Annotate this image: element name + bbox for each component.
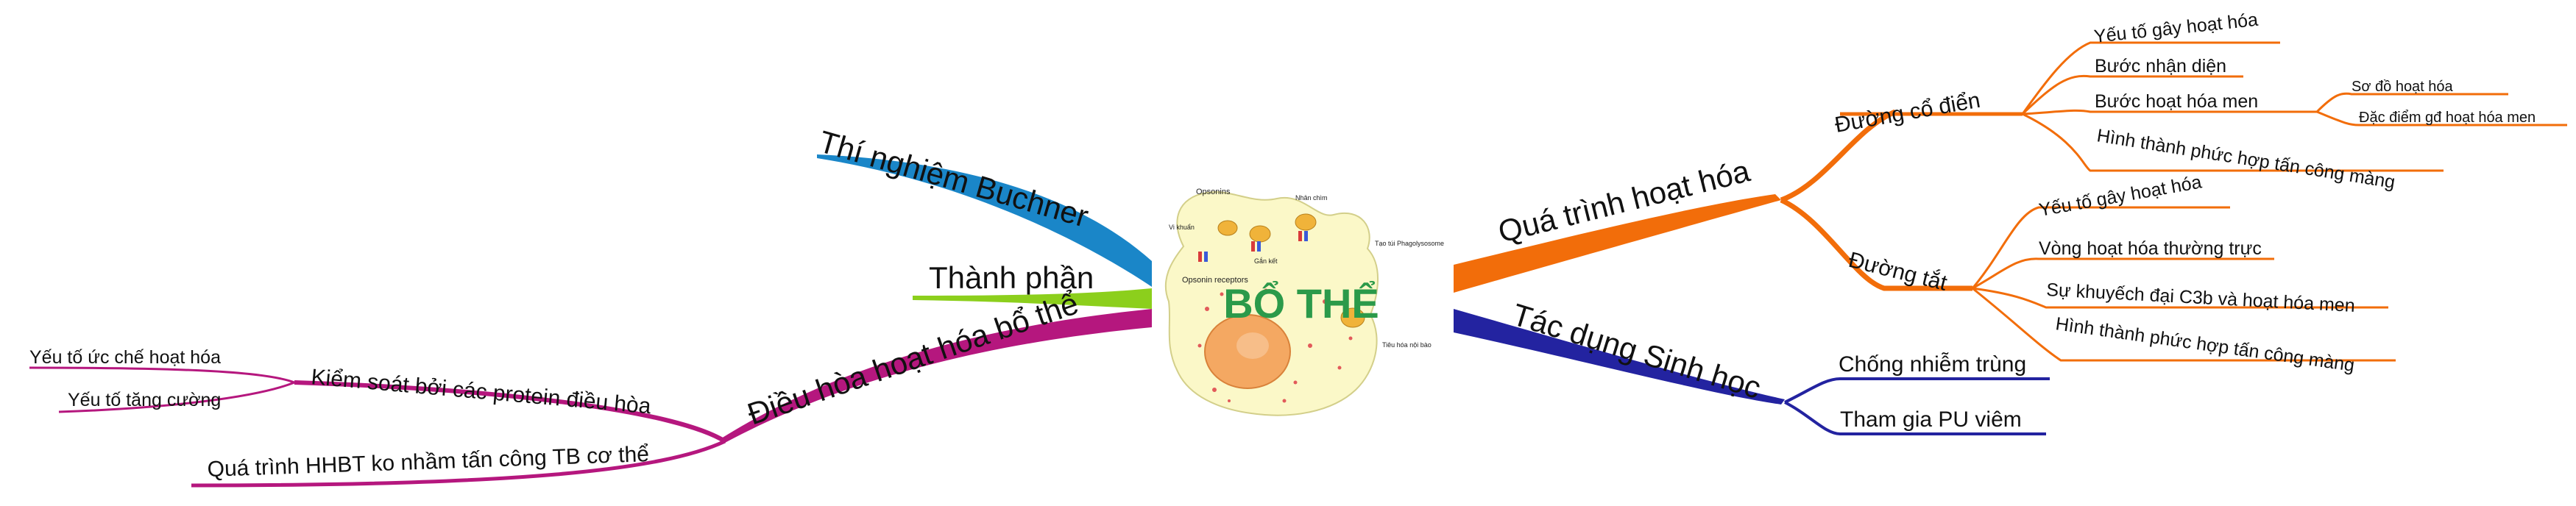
branch-kiem-soat-line — [294, 380, 726, 443]
branch-duong-tat-line — [1780, 197, 1972, 291]
center-title: BỔ THỂ — [1223, 280, 1379, 327]
branch-thanh-phan-line — [913, 288, 1152, 309]
co-dien-leaf-2[interactable]: Bước nhận diện — [2095, 56, 2226, 76]
branch-thanh-phan-label: Thành phần — [929, 260, 1094, 295]
branch-hoat-hoa-line — [1454, 194, 1781, 293]
center-illustration: Opsonins Vi khuẩn Nhân chìm Gắn kết Tạo … — [1164, 188, 1444, 416]
branch-thanh-phan[interactable]: Thành phần — [913, 260, 1152, 309]
tac-dung-leaf-1[interactable]: Chống nhiễm trùng — [1839, 352, 2026, 377]
branch-tac-dung-line — [1454, 309, 1785, 405]
duong-tat-leaf-4[interactable]: Hình thành phức hợp tấn công màng — [2054, 313, 2356, 376]
co-dien-leaf-3[interactable]: Bước hoạt hóa men — [2095, 91, 2258, 112]
branch-dieu-hoa[interactable]: Điều hòa hoạt hóa bổ thể Kiểm soát bởi c… — [29, 285, 1152, 488]
bacteria — [1198, 213, 1365, 328]
leaf-ktd-2[interactable]: Yếu tố tăng cường — [68, 390, 221, 410]
branch-buchner-line — [817, 154, 1152, 287]
nucleus-core — [1236, 332, 1269, 359]
branch-tac-dung[interactable]: Tác dụng Sinh học Chống nhiễm trùng Tham… — [1454, 297, 2050, 435]
duong-tat-leaf-3[interactable]: Sự khuyếch đại C3b và hoạt hóa men — [2046, 279, 2356, 316]
leaf-ktd-1-line — [29, 366, 295, 384]
tac-dung-leaf-2[interactable]: Tham gia PU viêm — [1840, 407, 2022, 432]
branch-co-dien-label: Đường cổ điển — [1833, 88, 1982, 138]
branch-hhbt-line — [191, 439, 726, 488]
label-gan-ket: Gắn kết — [1254, 257, 1278, 265]
tac-dung-leaf-1-line — [1784, 377, 2050, 404]
duong-tat-leaf-1[interactable]: Yếu tố gây hoạt hóa — [2037, 171, 2203, 220]
label-nhan-chim: Nhân chìm — [1295, 194, 1328, 202]
duong-tat-leaf-2[interactable]: Vòng hoạt hóa thường trực — [2039, 238, 2262, 259]
label-vi-khuan: Vi khuẩn — [1169, 224, 1195, 231]
leaf-ktd-1[interactable]: Yếu tố ức chế hoạt hóa — [29, 347, 221, 368]
men-leaf-2[interactable]: Đặc điểm gđ hoạt hóa men — [2359, 110, 2536, 126]
label-tieu-hoa: Tiêu hóa nội bào — [1382, 341, 1432, 349]
branch-dieu-hoa-label: Điều hòa hoạt hóa bổ thể — [743, 285, 1083, 431]
duong-tat-leaves — [1971, 206, 2396, 362]
branch-buchner-label: Thí nghiệm Buchner — [815, 124, 1093, 233]
leaf-ktd-2-line — [58, 381, 295, 413]
label-opsonins: Opsonins — [1196, 188, 1231, 196]
branch-kiem-soat-label: Kiểm soát bởi các protein điều hòa — [310, 365, 652, 418]
branch-hoat-hoa[interactable]: Quá trình hoạt hóa Đường cổ điển Yếu tố … — [1454, 10, 2567, 376]
co-dien-leaves — [2021, 41, 2567, 172]
co-dien-leaf-1[interactable]: Yếu tố gây hoạt hóa — [2093, 10, 2260, 47]
label-tao-tui: Tạo túi Phagolysosome — [1375, 240, 1444, 247]
men-leaf-1[interactable]: Sơ đồ hoạt hóa — [2352, 79, 2454, 95]
label-opsonin-receptors: Opsonin receptors — [1182, 276, 1248, 285]
granules — [1197, 288, 1353, 403]
branch-hhbt-label: Quá trình HHBT ko nhầm tấn công TB cơ th… — [207, 442, 649, 482]
branch-co-dien-line — [1780, 109, 1897, 203]
branch-dieu-hoa-line — [721, 309, 1152, 443]
tac-dung-leaf-2-line — [1784, 401, 2046, 435]
